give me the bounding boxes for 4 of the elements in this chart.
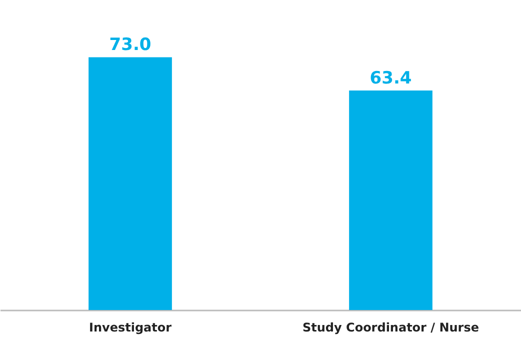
x-tick-label: Study Coordinator / Nurse	[302, 320, 479, 334]
x-tick-label: Investigator	[88, 320, 172, 334]
data-label: 63.4	[370, 68, 412, 88]
data-label: 73.0	[109, 35, 152, 56]
